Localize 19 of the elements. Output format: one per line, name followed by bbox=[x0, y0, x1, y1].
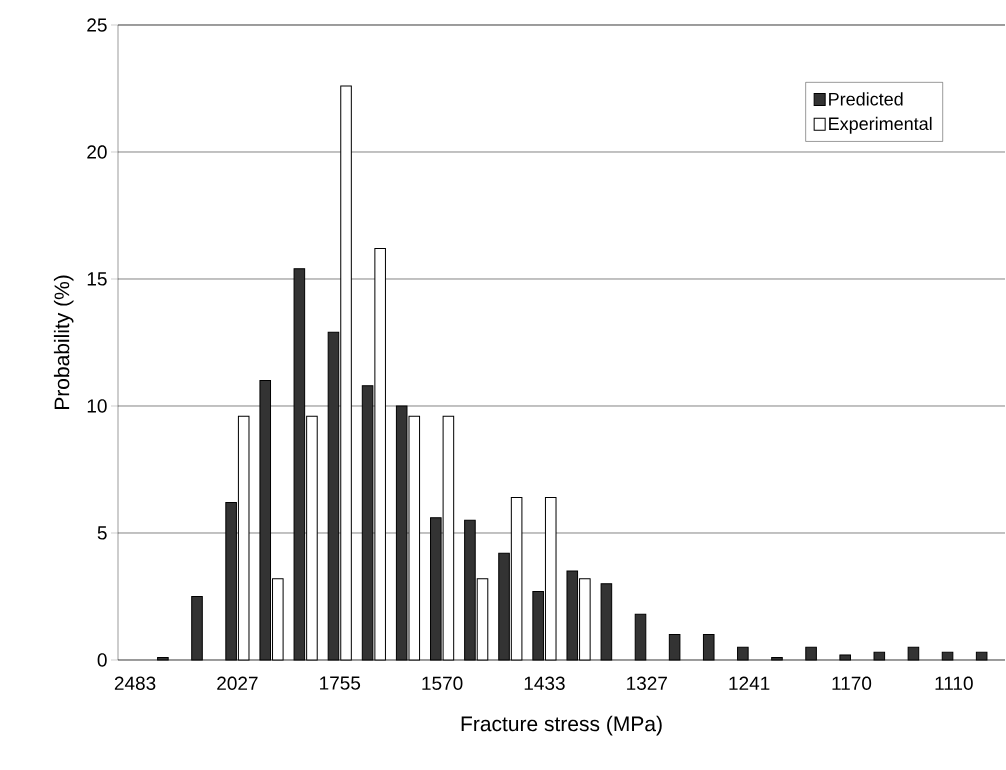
x-tick-label: 1433 bbox=[524, 676, 565, 690]
x-axis-title: Fracture stress (MPa) bbox=[461, 715, 662, 736]
legend-label: Experimental bbox=[829, 116, 932, 134]
y-tick-label: 0 bbox=[97, 653, 107, 667]
x-tick-label: 2483 bbox=[114, 676, 156, 690]
x-tick-label: 1570 bbox=[422, 676, 463, 690]
y-tick-label: 15 bbox=[87, 272, 107, 286]
y-tick-label: 5 bbox=[97, 526, 107, 540]
y-tick-label: 20 bbox=[87, 145, 107, 159]
x-tick-label: 1327 bbox=[627, 676, 667, 690]
x-tick-label: 1755 bbox=[320, 676, 361, 690]
legend-label: Predicted bbox=[829, 92, 903, 106]
x-tick-label: 1241 bbox=[729, 676, 770, 690]
x-tick-label: 2027 bbox=[217, 676, 258, 690]
x-tick-label: 1110 bbox=[935, 676, 973, 690]
x-tick-label: 1170 bbox=[832, 676, 872, 690]
y-tick-label: 25 bbox=[87, 18, 107, 32]
y-axis-title: Probability (%) bbox=[53, 275, 74, 410]
y-tick-label: 10 bbox=[87, 399, 107, 413]
